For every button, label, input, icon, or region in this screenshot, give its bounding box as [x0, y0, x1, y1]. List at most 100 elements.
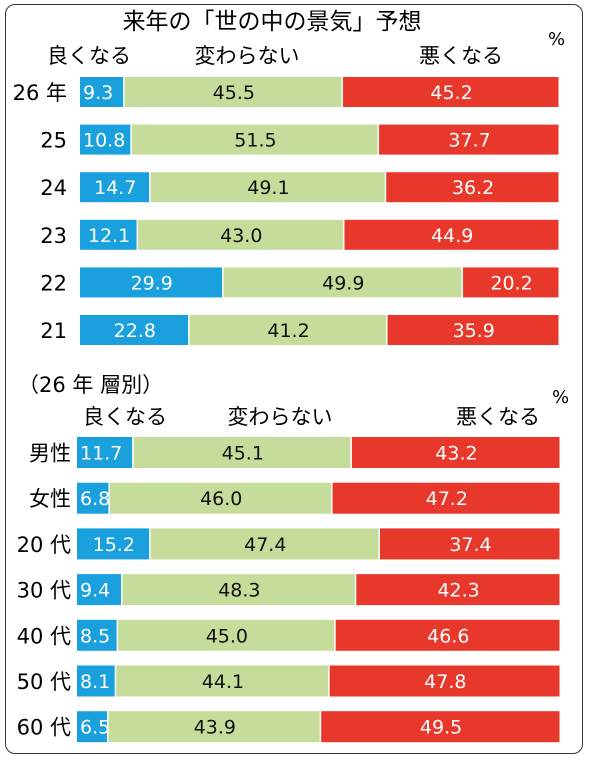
- data-label-bad: 47.8: [424, 671, 466, 693]
- bar-segment-same: [118, 619, 335, 651]
- bar-segment-good: [77, 574, 121, 606]
- bar-segment-good: [80, 172, 150, 203]
- data-label-same: 49.1: [247, 177, 289, 199]
- chart-title: 来年の「世の中の景気」予想: [123, 9, 422, 35]
- chart-frame: [5, 4, 583, 754]
- bar-segment-good: [80, 124, 131, 155]
- data-label-good: 12.1: [88, 225, 130, 247]
- bar-segment-same: [116, 665, 329, 697]
- bar-segment-same: [108, 711, 320, 743]
- bars-panel-demographic: 男性 11.7 45.1 43.2 女性 6.8 46.0 47.2 20 代 15.2 47.4 3…: [17, 437, 560, 743]
- data-label-same: 43.9: [194, 717, 236, 739]
- unit-label: %: [548, 29, 565, 50]
- data-label-bad: 46.6: [427, 625, 469, 647]
- bar-segment-same: [150, 528, 379, 560]
- data-label-same: 45.5: [213, 82, 255, 104]
- legend-bad: 悪くなる: [419, 44, 503, 68]
- bar-segment-good: [80, 267, 223, 298]
- legend-good: 良くなる: [47, 44, 131, 68]
- legend-same-2: 変わらない: [228, 405, 333, 429]
- bar-segment-bad: [335, 619, 560, 651]
- data-label-good: 15.2: [93, 534, 135, 556]
- bar-segment-good: [80, 219, 137, 250]
- bar-segment-same: [150, 172, 385, 203]
- bar-segment-same: [131, 124, 378, 155]
- bar-segment-same: [109, 482, 332, 514]
- category-label: 21: [40, 319, 67, 343]
- data-label-bad: 35.9: [453, 320, 495, 342]
- data-label-same: 49.9: [322, 272, 364, 294]
- bar-segment-good: [77, 619, 117, 651]
- data-label-bad: 44.9: [431, 225, 473, 247]
- bar-segment-good: [77, 437, 133, 468]
- category-label: 23: [40, 224, 67, 248]
- data-label-good: 9.3: [83, 82, 113, 104]
- bar-segment-good: [80, 77, 124, 107]
- bar-segment-bad: [321, 711, 560, 743]
- bar-segment-bad: [379, 124, 559, 155]
- bar-segment-good: [77, 711, 107, 743]
- subchart-title: （26 年 層別）: [18, 373, 163, 397]
- category-label: 50 代: [17, 670, 71, 694]
- data-label-bad: 49.5: [420, 717, 462, 739]
- data-label-good: 9.4: [80, 580, 110, 602]
- bar-segment-bad: [387, 315, 559, 345]
- legend-same: 変わらない: [195, 44, 300, 68]
- data-label-bad: 45.2: [430, 82, 472, 104]
- data-label-bad: 37.7: [448, 130, 490, 152]
- data-label-good: 6.8: [80, 488, 110, 510]
- data-label-same: 47.4: [244, 534, 286, 556]
- data-label-good: 22.8: [114, 320, 156, 342]
- legend-good-2: 良くなる: [83, 405, 167, 429]
- bar-segment-good: [77, 482, 109, 514]
- bar-segment-bad: [332, 482, 560, 514]
- data-label-good: 10.8: [83, 130, 125, 152]
- data-label-same: 51.5: [234, 130, 276, 152]
- data-label-same: 48.3: [218, 580, 260, 602]
- unit-label-2: %: [552, 387, 569, 408]
- data-label-same: 41.2: [267, 320, 309, 342]
- data-label-good: 6.5: [80, 717, 110, 739]
- bar-segment-same: [189, 315, 387, 345]
- category-label: 25: [40, 129, 67, 153]
- data-label-same: 45.1: [222, 443, 264, 465]
- data-label-good: 11.7: [80, 443, 122, 465]
- bar-segment-bad: [329, 665, 560, 697]
- bar-segment-bad: [356, 574, 560, 606]
- category-label: 40 代: [17, 624, 71, 648]
- data-label-same: 44.1: [202, 671, 244, 693]
- bar-segment-same: [133, 437, 351, 468]
- bar-segment-bad: [351, 437, 560, 468]
- bar-segment-same: [124, 77, 342, 107]
- data-label-bad: 36.2: [452, 177, 494, 199]
- category-label: 30 代: [17, 579, 71, 603]
- category-label: 22: [40, 271, 67, 295]
- data-label-good: 14.7: [94, 177, 136, 199]
- bar-segment-same: [138, 219, 343, 250]
- category-label: 男性: [29, 442, 71, 466]
- data-label-bad: 43.2: [435, 443, 477, 465]
- data-label-good: 8.1: [80, 671, 110, 693]
- bar-segment-same: [122, 574, 355, 606]
- bar-segment-bad: [343, 77, 559, 107]
- category-label: 20 代: [17, 533, 71, 557]
- data-label-same: 46.0: [200, 488, 242, 510]
- bar-segment-good: [77, 528, 150, 560]
- data-label-bad: 47.2: [426, 488, 468, 510]
- data-label-bad: 37.4: [449, 534, 491, 556]
- bar-segment-good: [80, 315, 189, 345]
- data-label-bad: 20.2: [490, 272, 532, 294]
- category-label: 24: [40, 176, 67, 200]
- bar-segment-bad: [386, 172, 559, 203]
- data-label-good: 8.5: [80, 625, 110, 647]
- data-label-same: 45.0: [206, 625, 248, 647]
- data-label-bad: 42.3: [437, 580, 479, 602]
- bar-segment-bad: [463, 267, 559, 298]
- category-label: 女性: [29, 487, 71, 511]
- legend-bad-2: 悪くなる: [456, 405, 540, 429]
- bar-segment-same: [223, 267, 462, 298]
- data-label-good: 29.9: [131, 272, 173, 294]
- bars-panel-yearly: 26 年 9.3 45.5 45.2 25 10.8 51.5 37.7 24 14.7 49.1 3…: [13, 77, 559, 345]
- data-label-same: 43.0: [220, 225, 262, 247]
- bar-segment-good: [77, 665, 115, 697]
